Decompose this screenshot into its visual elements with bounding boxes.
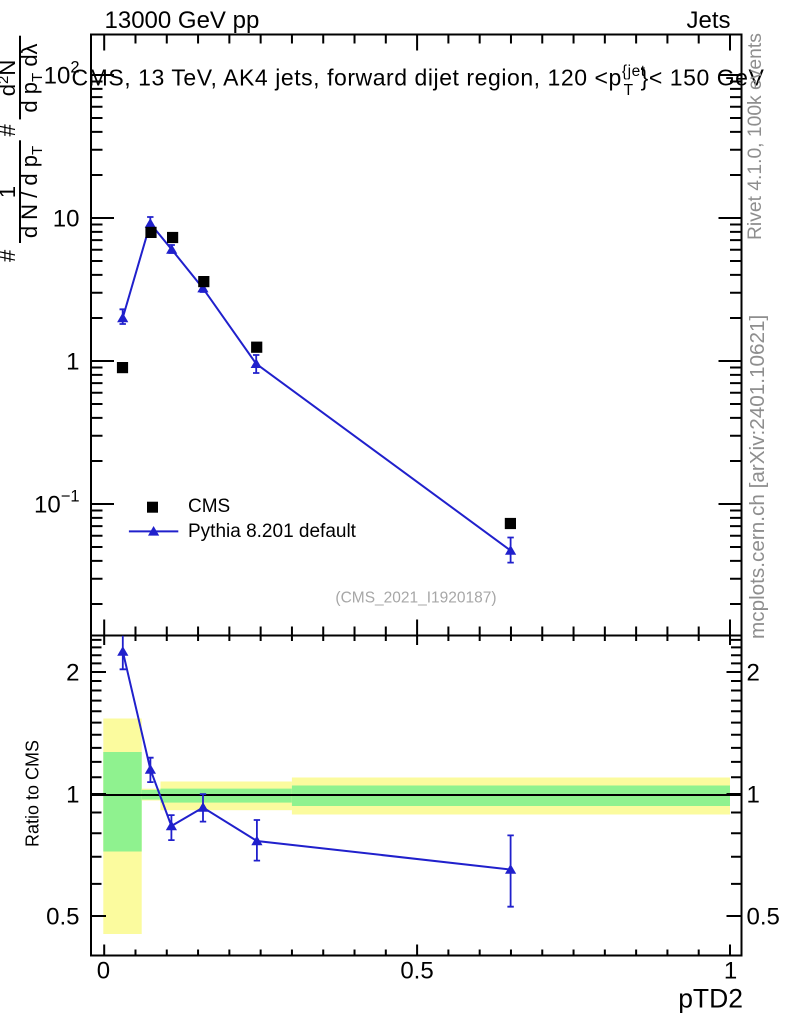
svg-text:1: 1 xyxy=(0,186,20,198)
svg-text:2: 2 xyxy=(747,660,760,687)
svg-text:0.5: 0.5 xyxy=(747,904,780,931)
svg-text:Pythia 8.201 default: Pythia 8.201 default xyxy=(188,521,357,542)
svg-text:1: 1 xyxy=(66,349,79,376)
svg-text:CMS: CMS xyxy=(188,496,230,517)
svg-text:(CMS_2021_I1920187): (CMS_2021_I1920187) xyxy=(335,590,496,607)
svg-text:0.5: 0.5 xyxy=(46,904,79,931)
svg-text:Jets: Jets xyxy=(686,7,730,34)
svg-text:1: 1 xyxy=(724,958,737,985)
svg-text:d N / d pT: d N / d pT xyxy=(17,146,46,238)
svg-text:13000 GeV pp: 13000 GeV pp xyxy=(105,7,260,34)
svg-text:0.5: 0.5 xyxy=(400,958,433,985)
svg-text:1: 1 xyxy=(747,782,760,809)
svg-text:Ratio to CMS: Ratio to CMS xyxy=(23,740,43,847)
svg-text:d2N: d2N xyxy=(0,60,20,96)
svg-text:pTD2: pTD2 xyxy=(678,984,743,1014)
svg-text:1: 1 xyxy=(66,782,79,809)
svg-text:mcplots.cern.ch [arXiv:2401.10: mcplots.cern.ch [arXiv:2401.10621] xyxy=(746,315,769,639)
svg-text:#: # xyxy=(0,249,20,262)
svg-text:0: 0 xyxy=(97,958,110,985)
svg-text:10: 10 xyxy=(53,206,80,233)
svg-text:Rivet 4.1.0, 100k events: Rivet 4.1.0, 100k events xyxy=(745,33,766,240)
svg-text:2: 2 xyxy=(66,660,79,687)
svg-text:#: # xyxy=(0,124,20,137)
